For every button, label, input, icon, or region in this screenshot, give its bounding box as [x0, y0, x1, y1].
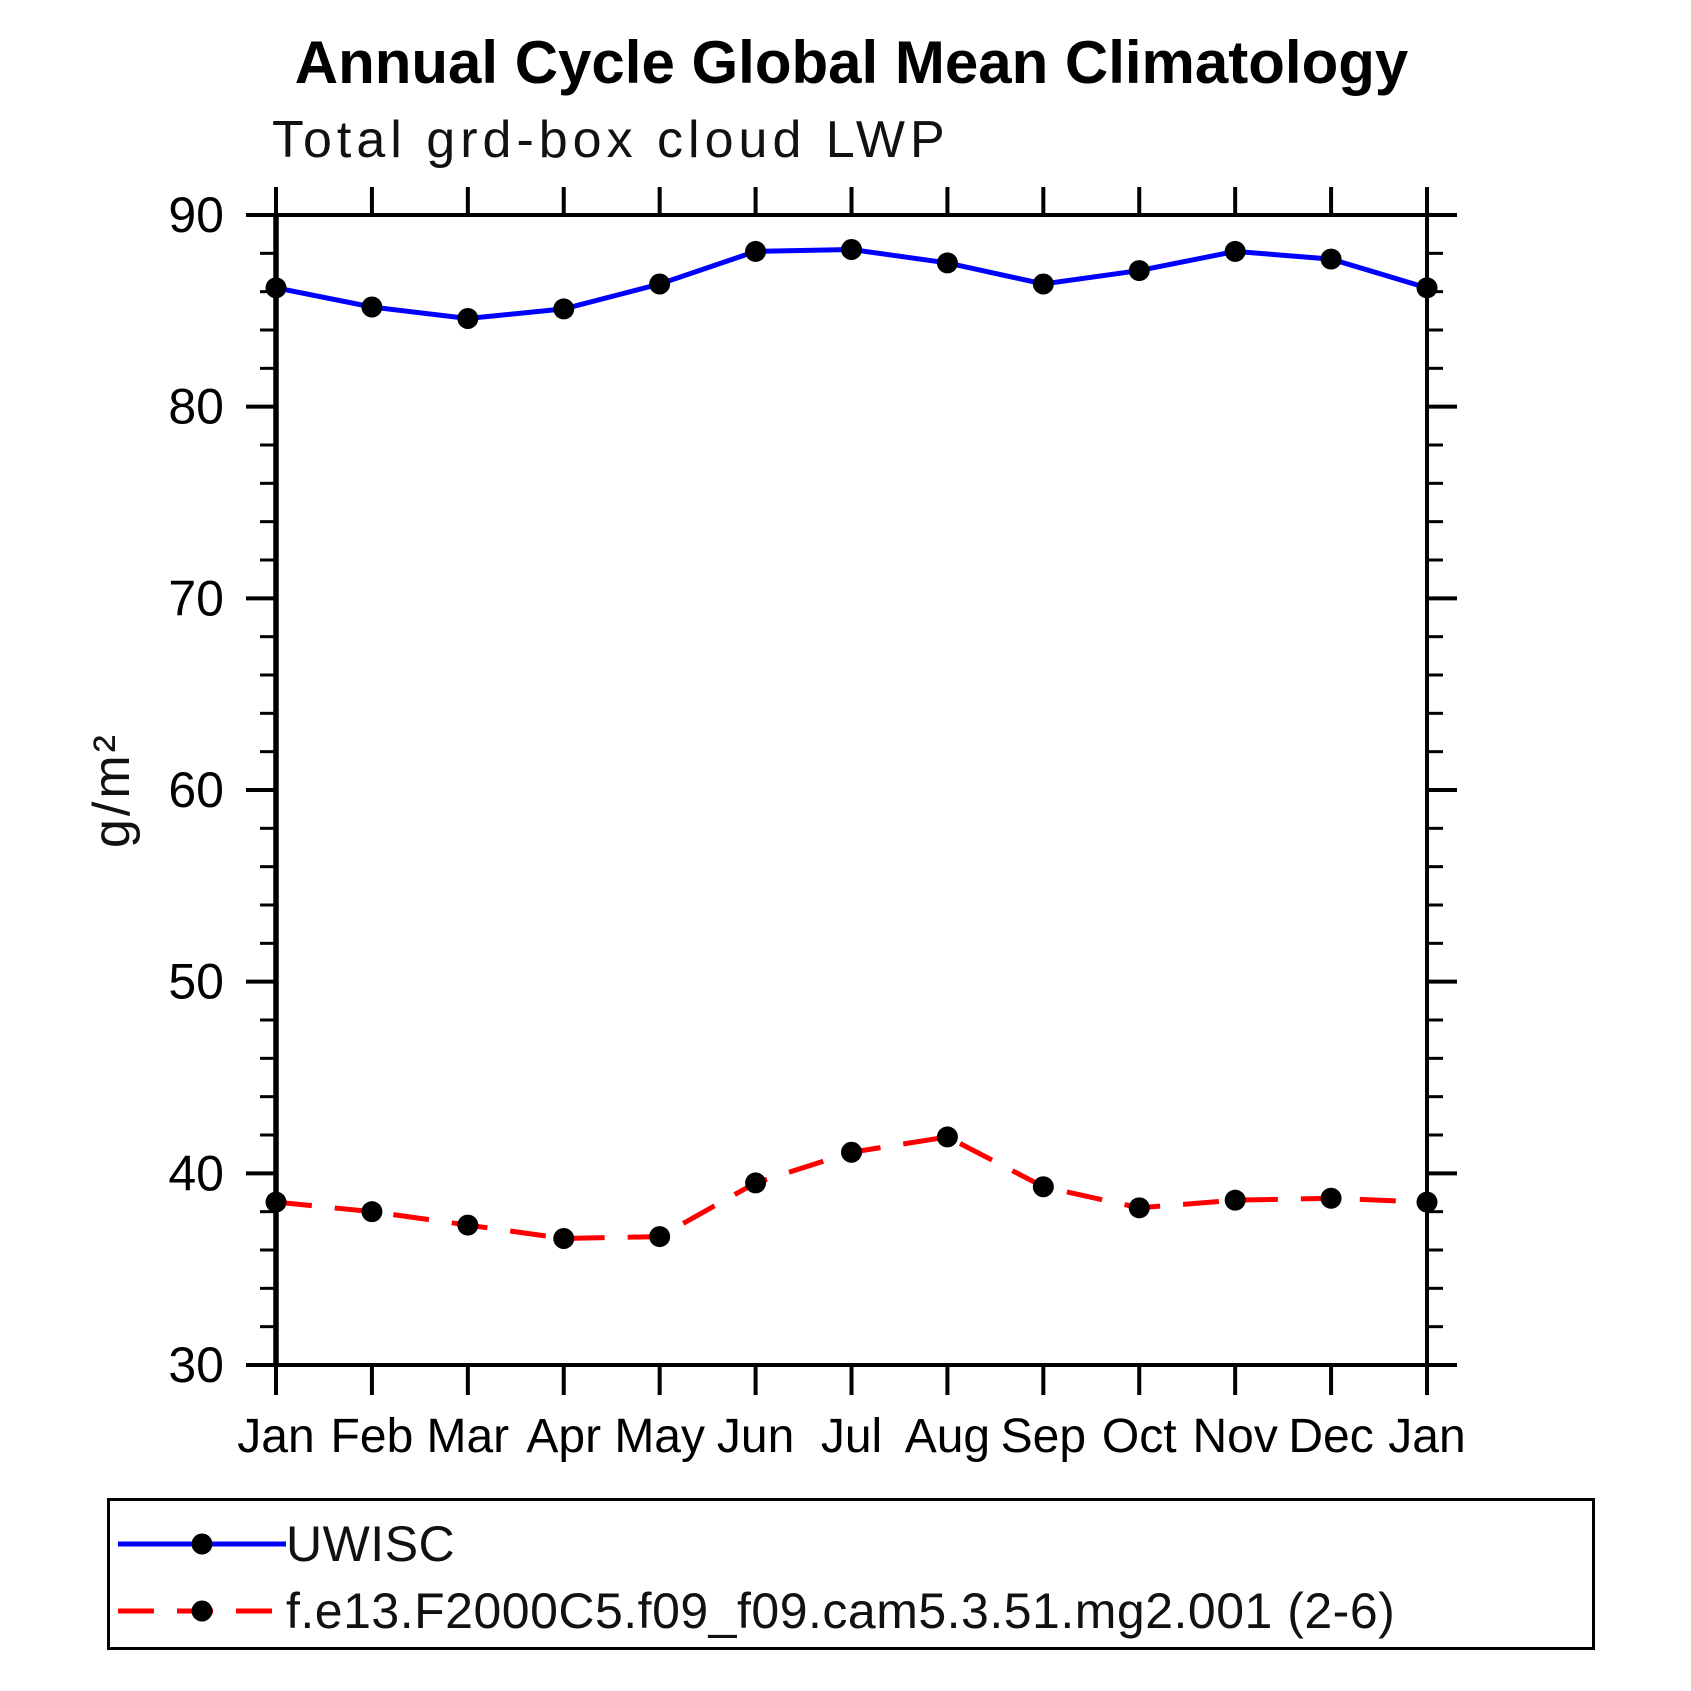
y-tick-labels: 30 40 50 60 70 80 90 [168, 187, 224, 1393]
svg-text:50: 50 [168, 954, 224, 1010]
legend-box: UWISC f.e13.F2000C5.f09_f09.cam5.3.51.mg… [107, 1498, 1595, 1650]
svg-text:70: 70 [168, 570, 224, 626]
svg-text:Dec: Dec [1288, 1410, 1373, 1463]
svg-text:40: 40 [168, 1145, 224, 1201]
svg-text:Feb: Feb [331, 1410, 414, 1463]
svg-text:Mar: Mar [426, 1410, 509, 1463]
legend-item-model: f.e13.F2000C5.f09_f09.cam5.3.51.mg2.001 … [118, 1578, 1395, 1644]
svg-text:May: May [614, 1410, 705, 1463]
svg-text:60: 60 [168, 762, 224, 818]
svg-text:Jan: Jan [1388, 1410, 1465, 1463]
legend-item-uwisc: UWISC [118, 1511, 455, 1577]
x-tick-labels: Jan Feb Mar Apr May Jun Jul Aug Sep Oct Nov Dec Jan [237, 1410, 1465, 1463]
series-markers-0 [265, 239, 1438, 329]
svg-text:Oct: Oct [1102, 1410, 1177, 1463]
svg-text:Nov: Nov [1192, 1410, 1277, 1463]
legend-line-sample-solid [118, 1533, 286, 1555]
legend-label: UWISC [286, 1516, 456, 1572]
svg-text:Jan: Jan [237, 1410, 314, 1463]
legend-label: f.e13.F2000C5.f09_f09.cam5.3.51.mg2.001 … [286, 1583, 1396, 1639]
x-axis-ticks [274, 187, 1429, 1395]
chart-title: Annual Cycle Global Mean Climatology [294, 29, 1409, 96]
svg-text:Jul: Jul [821, 1410, 882, 1463]
svg-text:30: 30 [168, 1337, 224, 1393]
svg-text:Jun: Jun [717, 1410, 794, 1463]
svg-text:90: 90 [168, 187, 224, 243]
svg-text:Sep: Sep [1001, 1410, 1086, 1463]
legend-line-sample-dashed [118, 1600, 286, 1622]
y-axis-ticks [246, 213, 1457, 1367]
series-markers-1 [265, 1126, 1438, 1249]
chart-subtitle: Total grd-box cloud LWP [272, 111, 950, 169]
axes-frame [273, 213, 1429, 1367]
svg-text:Aug: Aug [905, 1410, 990, 1463]
svg-text:Apr: Apr [526, 1410, 601, 1463]
svg-text:80: 80 [168, 379, 224, 435]
